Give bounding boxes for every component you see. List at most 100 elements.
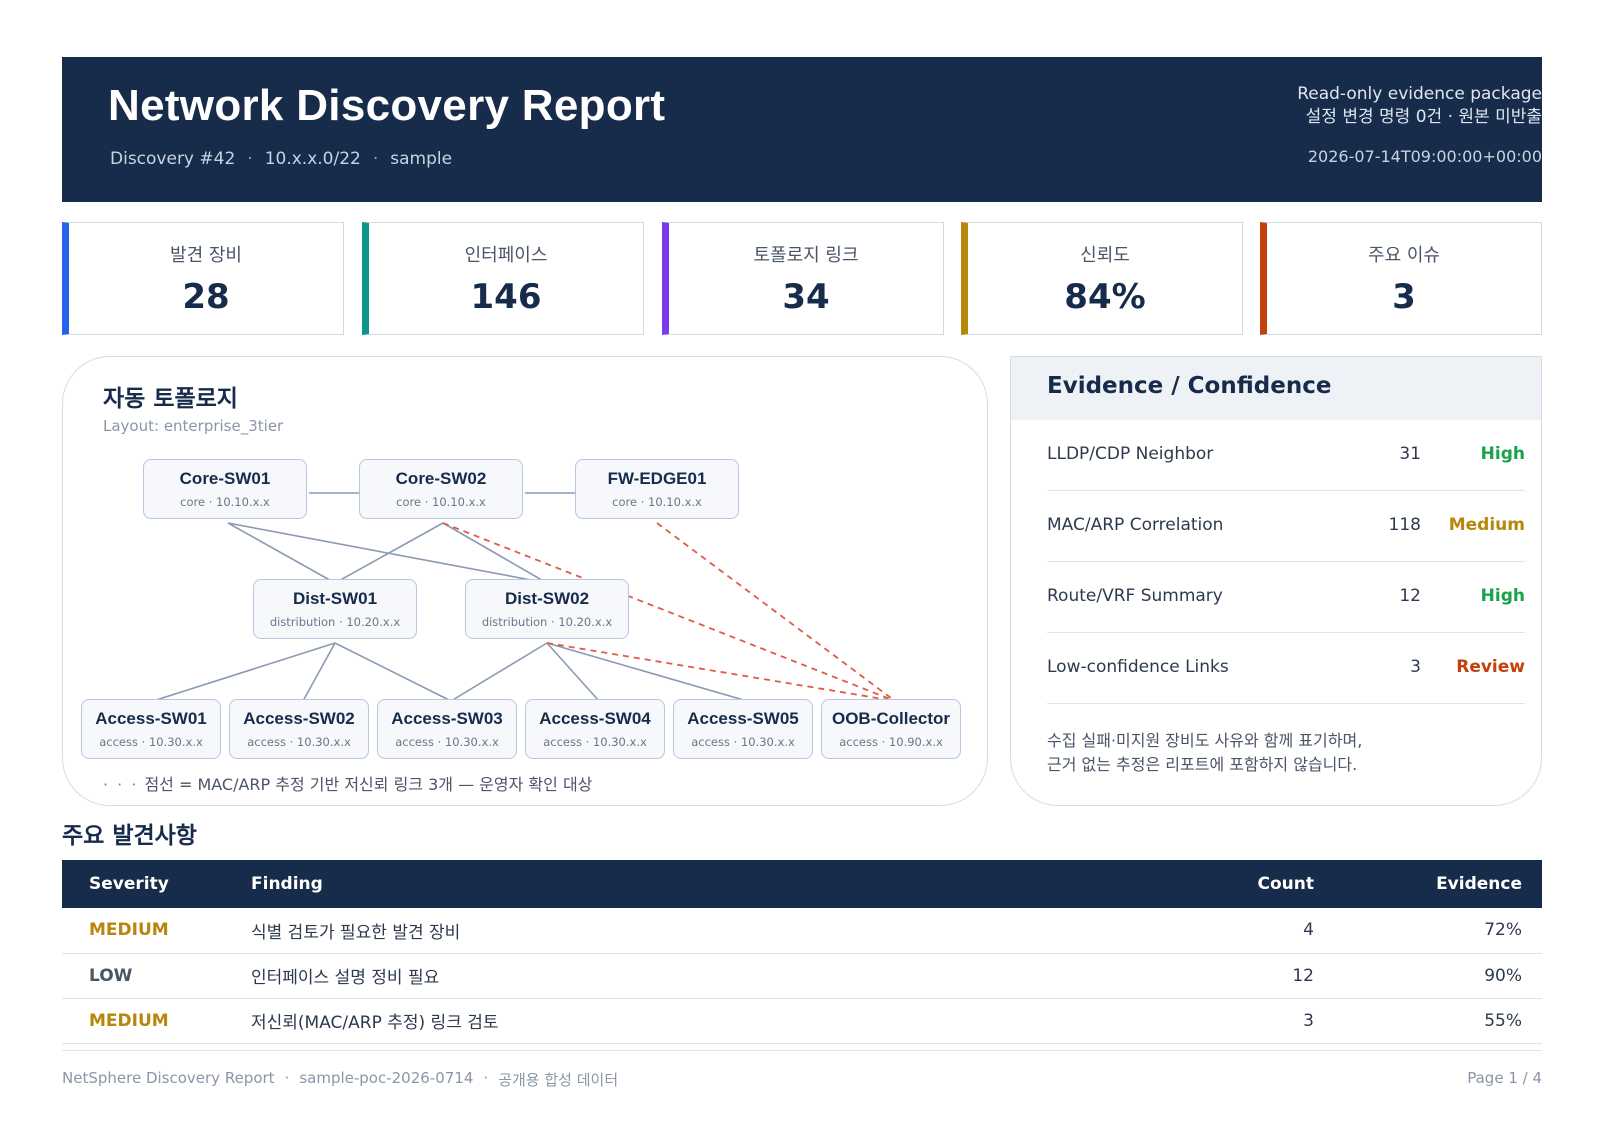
findings-table: Severity Finding Count Evidence MEDIUM 식… <box>62 860 1542 1044</box>
finding-evidence: 55% <box>1334 998 1542 1044</box>
kpi-value: 34 <box>782 277 830 317</box>
node-meta: core · 10.10.x.x <box>396 495 486 509</box>
kpi-value: 84% <box>1064 277 1146 317</box>
kpi-value: 28 <box>182 277 230 317</box>
node-meta: access · 10.30.x.x <box>99 735 203 749</box>
node-meta: access · 10.30.x.x <box>247 735 351 749</box>
node-dist-sw02[interactable]: Dist-SW02 distribution · 10.20.x.x <box>465 579 629 639</box>
node-dist-sw01[interactable]: Dist-SW01 distribution · 10.20.x.x <box>253 579 417 639</box>
link-line <box>302 642 336 702</box>
discovery-id: Discovery #42 <box>110 149 236 169</box>
kpi-devices: 발견 장비 28 <box>62 222 344 335</box>
col-severity: Severity <box>62 860 224 908</box>
evidence-row: LLDP/CDP Neighbor 31 High <box>1047 420 1525 491</box>
node-access-sw04[interactable]: Access-SW04 access · 10.30.x.x <box>525 699 665 759</box>
node-meta: access · 10.30.x.x <box>543 735 647 749</box>
node-access-sw02[interactable]: Access-SW02 access · 10.30.x.x <box>229 699 369 759</box>
topology-panel: 자동 토폴로지 Layout: enterprise_3tier Core-SW… <box>62 356 988 806</box>
evidence-source: LLDP/CDP Neighbor <box>1047 444 1214 464</box>
finding-count: 3 <box>1134 998 1334 1044</box>
evidence-row: Route/VRF Summary 12 High <box>1047 562 1525 633</box>
kpi-value: 3 <box>1392 277 1416 317</box>
link-line <box>546 642 748 702</box>
finding-count: 12 <box>1134 953 1334 999</box>
dashed-line-icon: · · · <box>103 775 139 794</box>
evidence-source: MAC/ARP Correlation <box>1047 515 1224 535</box>
kpi-row: 발견 장비 28 인터페이스 146 토폴로지 링크 34 신뢰도 84% 주요… <box>62 222 1542 335</box>
node-name: Core-SW01 <box>179 469 271 488</box>
evidence-count: 12 <box>1399 586 1421 606</box>
col-evidence: Evidence <box>1334 860 1542 908</box>
severity-badge: LOW <box>62 953 224 999</box>
findings-title: 주요 발견사항 <box>62 823 197 849</box>
link-line <box>334 522 444 584</box>
evidence-source: Low-confidence Links <box>1047 657 1229 677</box>
node-name: Access-SW03 <box>391 709 503 728</box>
package-label: Read-only evidence package <box>1297 84 1542 104</box>
topology-title: 자동 토폴로지 <box>103 386 238 412</box>
kpi-label: 신뢰도 <box>1080 245 1130 266</box>
low-confidence-link <box>656 522 896 702</box>
footer-data-note: 공개용 합성 데이터 <box>498 1071 619 1089</box>
evidence-count: 3 <box>1410 657 1421 677</box>
kpi-issues: 주요 이슈 3 <box>1260 222 1542 335</box>
node-core-sw02[interactable]: Core-SW02 core · 10.10.x.x <box>359 459 523 519</box>
node-name: FW-EDGE01 <box>607 469 707 488</box>
node-name: Dist-SW02 <box>504 589 590 608</box>
link-line <box>227 522 336 584</box>
node-access-sw01[interactable]: Access-SW01 access · 10.30.x.x <box>81 699 221 759</box>
table-header-row: Severity Finding Count Evidence <box>62 860 1542 908</box>
kpi-value: 146 <box>470 277 542 317</box>
package-note: 설정 변경 명령 0건 · 원본 미반출 <box>1305 107 1542 127</box>
link-line <box>546 642 600 702</box>
node-name: OOB-Collector <box>831 709 951 728</box>
kpi-interfaces: 인터페이스 146 <box>362 222 644 335</box>
col-count: Count <box>1134 860 1334 908</box>
node-core-sw01[interactable]: Core-SW01 core · 10.10.x.x <box>143 459 307 519</box>
table-row: MEDIUM 식별 검토가 필요한 발견 장비 4 72% <box>62 908 1542 954</box>
report-timestamp: 2026-07-14T09:00:00+00:00 <box>1307 147 1542 166</box>
report-header: Network Discovery Report Discovery #42 ·… <box>62 57 1542 202</box>
kpi-label: 발견 장비 <box>170 245 242 266</box>
node-fw-edge01[interactable]: FW-EDGE01 core · 10.10.x.x <box>575 459 739 519</box>
severity-badge: MEDIUM <box>62 908 224 954</box>
finding-evidence: 72% <box>1334 908 1542 954</box>
evidence-row: MAC/ARP Correlation 118 Medium <box>1047 491 1525 562</box>
finding-count: 4 <box>1134 908 1334 954</box>
node-name: Access-SW04 <box>539 709 651 728</box>
confidence-level: High <box>1480 444 1525 464</box>
evidence-title: Evidence / Confidence <box>1047 373 1332 399</box>
link-line <box>442 522 548 584</box>
severity-badge: MEDIUM <box>62 998 224 1044</box>
col-finding: Finding <box>224 860 1134 908</box>
low-confidence-link <box>546 642 896 702</box>
table-row: MEDIUM 저신뢰(MAC/ARP 추정) 링크 검토 3 55% <box>62 998 1542 1044</box>
node-meta: access · 10.30.x.x <box>691 735 795 749</box>
topology-links <box>152 492 896 702</box>
node-access-sw05[interactable]: Access-SW05 access · 10.30.x.x <box>673 699 813 759</box>
node-access-sw03[interactable]: Access-SW03 access · 10.30.x.x <box>377 699 517 759</box>
node-name: Access-SW02 <box>243 709 355 728</box>
node-meta: access · 10.90.x.x <box>839 735 943 749</box>
report-footer: NetSphere Discovery Report · sample-poc-… <box>62 1050 1542 1090</box>
kpi-label: 주요 이슈 <box>1368 245 1440 266</box>
kpi-label: 인터페이스 <box>464 245 548 266</box>
finding-text: 저신뢰(MAC/ARP 추정) 링크 검토 <box>224 998 1134 1044</box>
finding-evidence: 90% <box>1334 953 1542 999</box>
link-line <box>334 642 452 702</box>
link-line <box>152 642 336 702</box>
node-meta: distribution · 10.20.x.x <box>269 615 401 629</box>
node-name: Core-SW02 <box>395 469 487 488</box>
node-oob-collector[interactable]: OOB-Collector access · 10.90.x.x <box>821 699 961 759</box>
note-line: 수집 실패·미지원 장비도 사유와 함께 표기하며, <box>1047 731 1363 750</box>
node-meta: core · 10.10.x.x <box>612 495 702 509</box>
package-info: Read-only evidence package 설정 변경 명령 0건 ·… <box>1297 83 1542 129</box>
table-row: LOW 인터페이스 설명 정비 필요 12 90% <box>62 953 1542 999</box>
note-line: 근거 없는 추정은 리포트에 포함하지 않습니다. <box>1047 755 1358 774</box>
confidence-level: Medium <box>1448 515 1525 535</box>
node-meta: core · 10.10.x.x <box>180 495 270 509</box>
confidence-level: High <box>1480 586 1525 606</box>
evidence-note: 수집 실패·미지원 장비도 사유와 함께 표기하며, 근거 없는 추정은 리포트… <box>1047 729 1362 777</box>
finding-text: 인터페이스 설명 정비 필요 <box>224 953 1134 999</box>
footer-product: NetSphere Discovery Report <box>62 1069 275 1087</box>
